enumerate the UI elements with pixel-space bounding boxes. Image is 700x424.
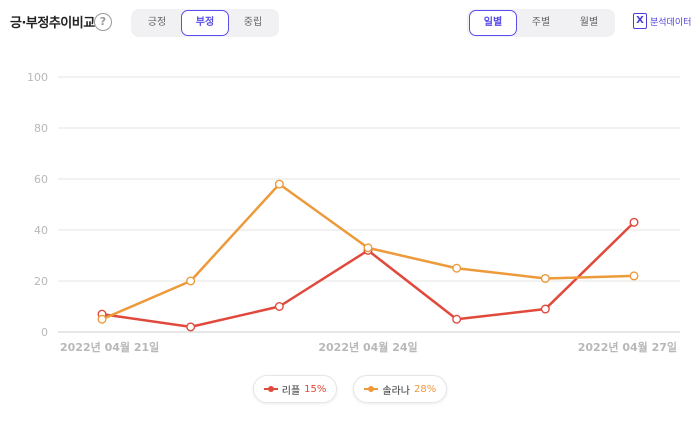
data-point-0	[452, 314, 462, 324]
data-point-0	[274, 302, 284, 312]
data-point-1	[452, 263, 462, 273]
export-data-button[interactable]: X 분석데이터	[633, 13, 691, 29]
data-point-0	[540, 304, 550, 314]
tab-neutral[interactable]: 중립	[243, 17, 263, 28]
data-point-1	[186, 276, 196, 286]
x-tick-label: 2022년 04월 21일	[60, 340, 159, 354]
page-title: 긍·부정추이비교	[10, 16, 95, 31]
data-point-1	[629, 271, 639, 281]
tab-weekly[interactable]: 주별	[531, 17, 551, 28]
y-tick-label: 20	[34, 275, 48, 288]
export-data-label: 분석데이터	[650, 17, 692, 28]
tab-daily[interactable]: 일별	[469, 10, 517, 36]
series-line-0	[101, 221, 635, 329]
data-point-1	[97, 314, 107, 324]
data-point-0	[186, 322, 196, 332]
legend-marker-ripple	[263, 384, 278, 394]
period-tabs: 일별 주별 월별	[467, 9, 615, 37]
help-icon[interactable]: ?	[94, 13, 112, 31]
tab-monthly[interactable]: 월별	[579, 17, 599, 28]
excel-icon: X	[633, 13, 647, 29]
tab-positive[interactable]: 긍정	[147, 17, 167, 28]
x-tick-label: 2022년 04월 27일	[578, 340, 677, 354]
y-tick-label: 80	[34, 122, 48, 135]
data-point-1	[540, 273, 550, 283]
y-tick-label: 100	[27, 71, 48, 84]
y-tick-label: 0	[41, 326, 48, 339]
legend-marker-solana	[364, 384, 379, 394]
legend-pct-ripple: 15%	[304, 383, 327, 395]
legend-label-solana: 솔라나	[382, 385, 410, 397]
legend-item-solana[interactable]: 솔라나 28%	[353, 375, 448, 403]
legend-item-ripple[interactable]: 리플 15%	[252, 375, 338, 403]
sentiment-tabs: 긍정 부정 중립	[131, 9, 279, 37]
y-tick-label: 60	[34, 173, 48, 186]
data-point-1	[274, 179, 284, 189]
x-tick-label: 2022년 04월 24일	[318, 340, 417, 354]
trend-chart: 0 20 40 60 80 100 2022년 04월 21일 2022년 04월 24일 20…	[27, 71, 680, 354]
tab-negative[interactable]: 부정	[181, 10, 229, 36]
chart-legend: 리플 15% 솔라나 28%	[0, 375, 700, 403]
legend-label-ripple: 리플	[281, 385, 301, 397]
y-tick-label: 40	[34, 224, 48, 237]
legend-pct-solana: 28%	[414, 383, 437, 395]
data-point-1	[363, 243, 373, 253]
data-point-0	[629, 217, 639, 227]
